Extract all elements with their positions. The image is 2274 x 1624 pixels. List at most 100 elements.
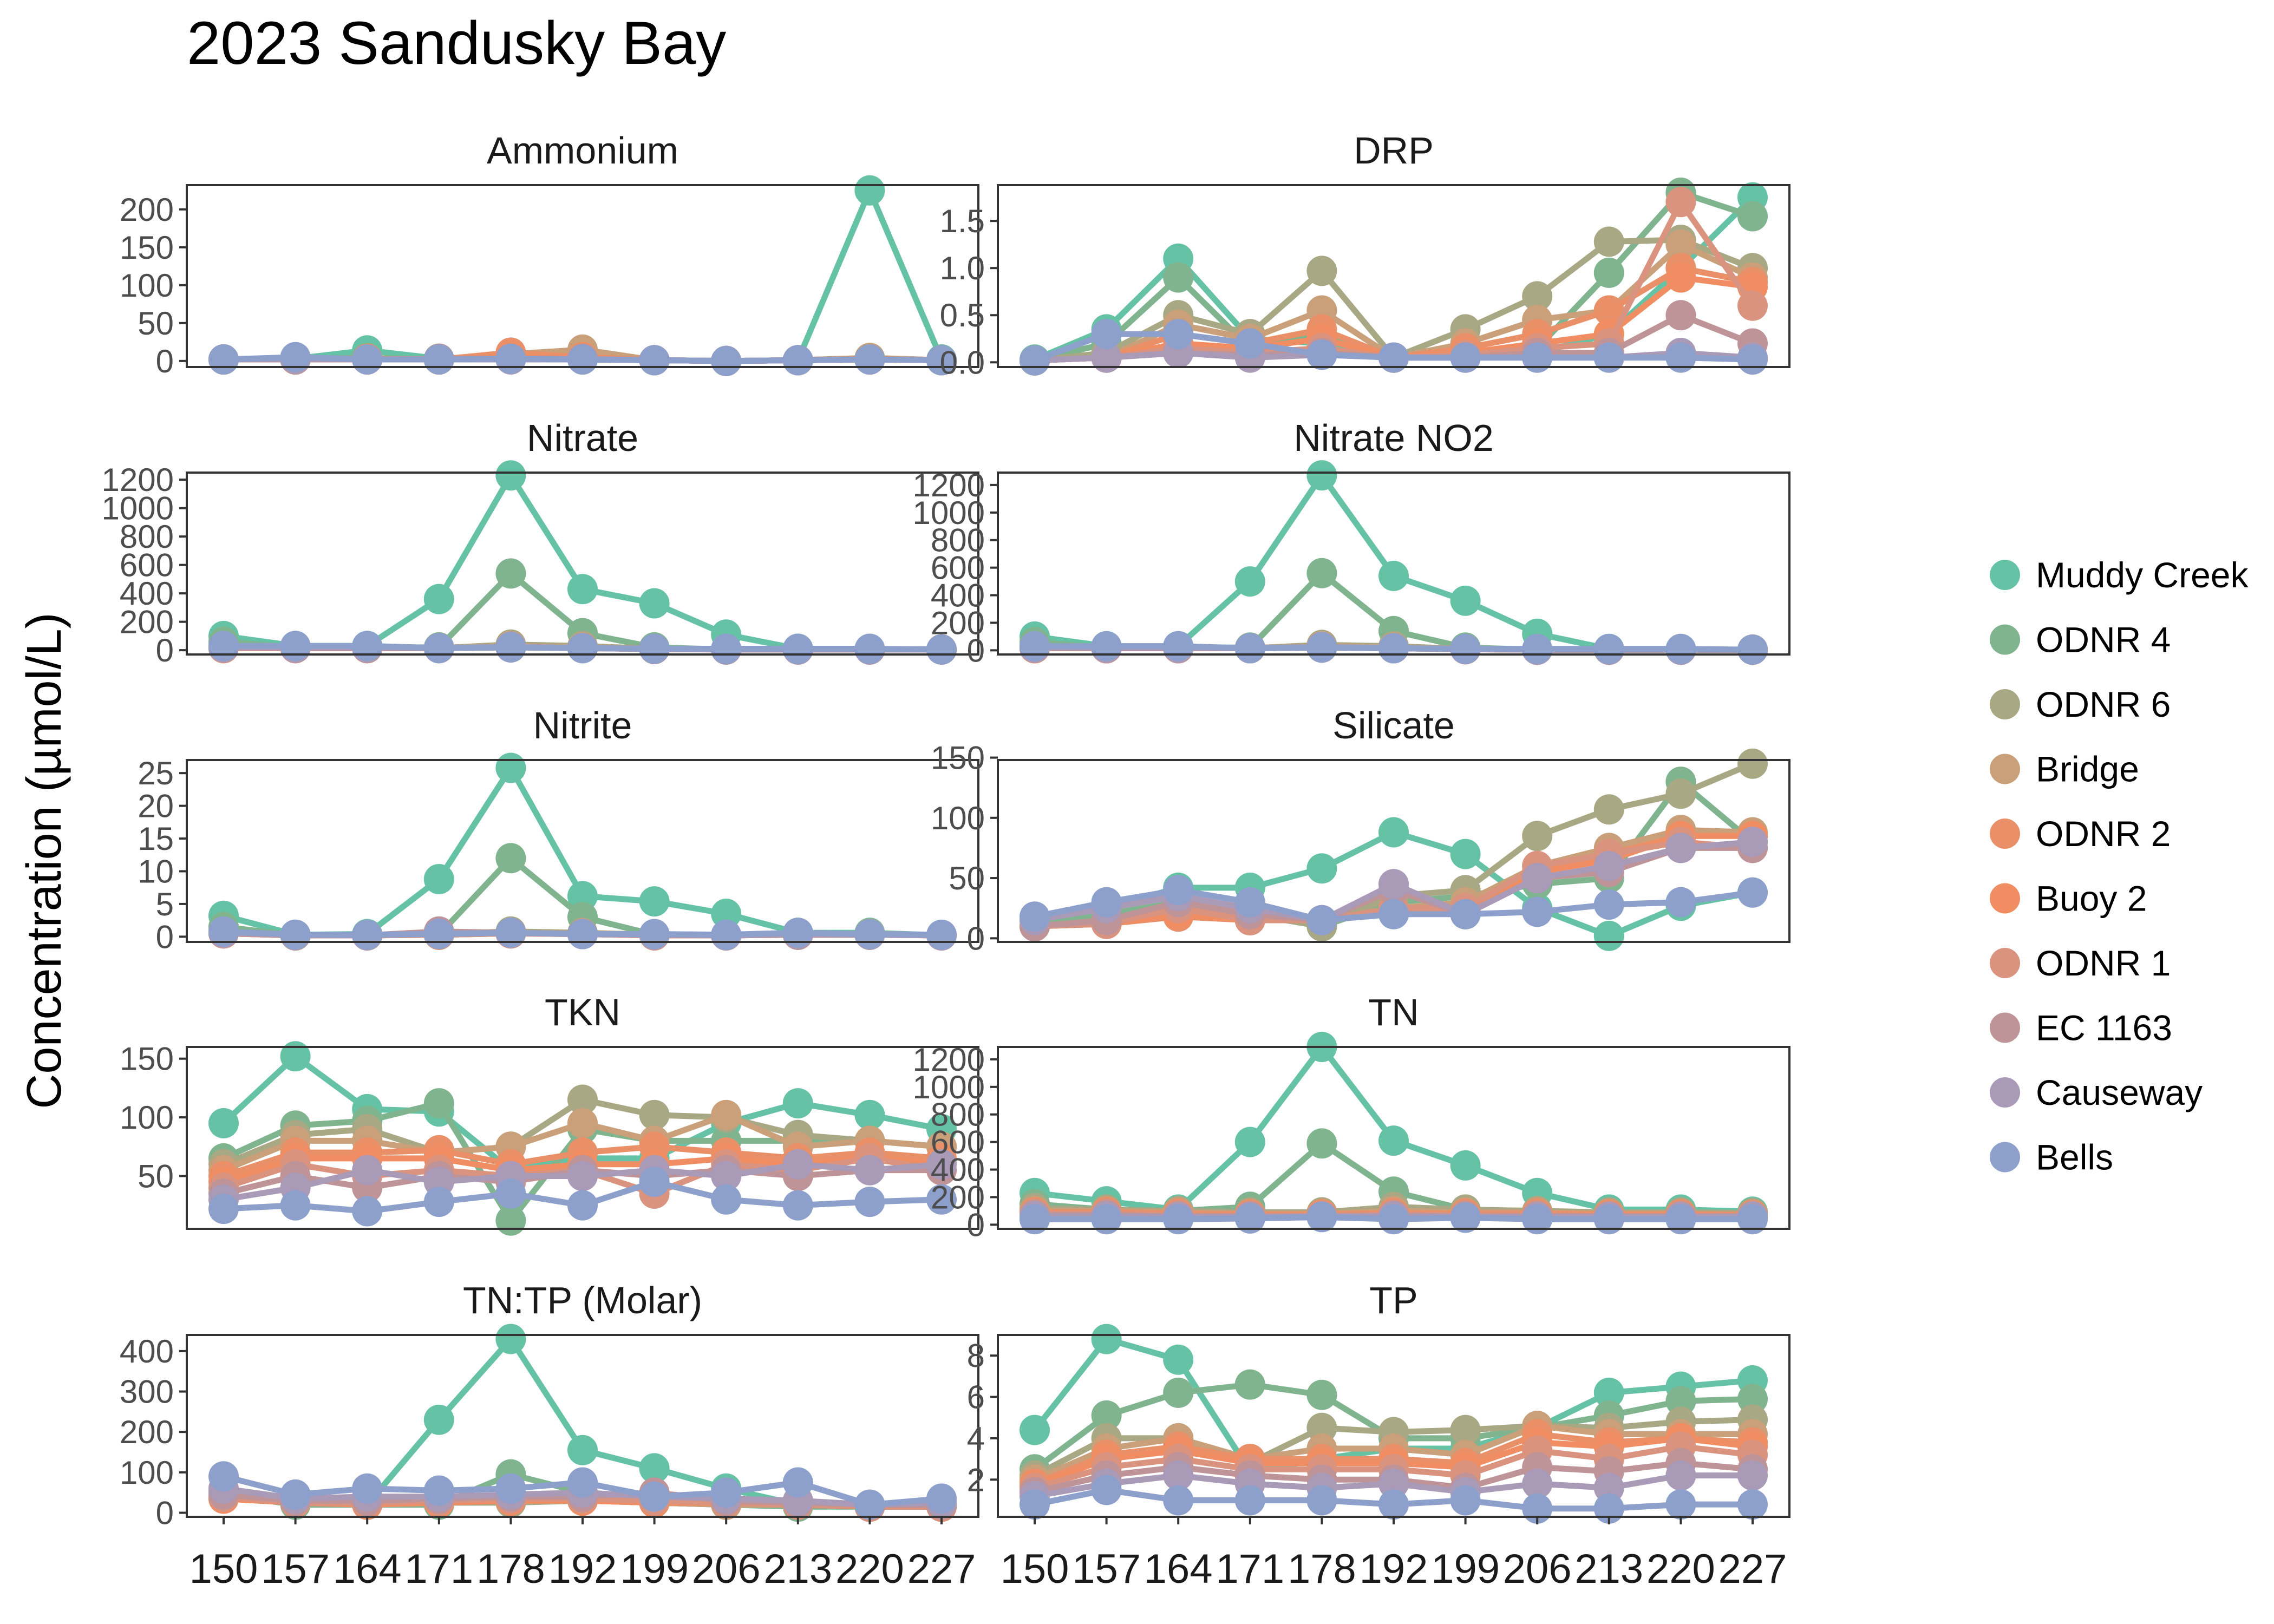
data-point <box>1522 1468 1553 1499</box>
data-point <box>1737 634 1768 665</box>
data-point <box>1163 1460 1194 1491</box>
data-point <box>1020 1489 1050 1520</box>
data-point <box>1091 1324 1122 1354</box>
data-point <box>1665 342 1696 373</box>
data-point <box>1450 1202 1481 1233</box>
data-point <box>352 1196 383 1227</box>
panel-border <box>186 759 979 943</box>
y-tick-label: 150 <box>931 740 985 776</box>
x-tick-label: 157 <box>1072 1546 1141 1592</box>
panel-silicate: Silicate 0 50 100 150 <box>931 704 1791 957</box>
y-tick-label: 1200 <box>913 1042 985 1078</box>
y-tick-label: 100 <box>120 1099 174 1136</box>
x-tick-label: 227 <box>1718 1546 1787 1592</box>
data-point <box>1091 1475 1122 1505</box>
series-bells <box>1020 1202 1768 1235</box>
panel-border <box>997 184 1791 368</box>
panel-tkn: TKN 50 100 150 <box>120 991 979 1236</box>
data-point <box>352 344 383 375</box>
y-tick-label: 100 <box>931 800 985 836</box>
legend-swatch <box>1990 818 2020 849</box>
data-point <box>1234 566 1265 597</box>
x-tick-label: 164 <box>1144 1546 1213 1592</box>
data-point <box>495 1324 526 1354</box>
data-point <box>567 633 598 664</box>
data-point <box>1020 631 1050 662</box>
legend-item-odnr-6: ODNR 6 <box>1990 684 2171 724</box>
y-tick-label: 0.0 <box>940 344 985 381</box>
data-point <box>495 1205 526 1236</box>
y-tick-label: 1000 <box>102 490 174 527</box>
data-point <box>208 1194 239 1224</box>
data-point <box>280 1479 311 1510</box>
series-bells <box>1020 631 1768 665</box>
data-point <box>854 1187 885 1217</box>
legend-item-buoy-2: Buoy 2 <box>1990 879 2147 919</box>
y-tick-label: 200 <box>120 192 174 228</box>
data-point <box>639 588 670 619</box>
data-point <box>1091 342 1122 373</box>
data-point <box>1665 229 1696 260</box>
data-point <box>1450 1415 1481 1445</box>
legend: Muddy Creek ODNR 4 ODNR 6 Bridge ODNR 2 Buoy … <box>1990 555 2249 1177</box>
data-point <box>782 1190 813 1221</box>
legend-item-odnr-2: ODNR 2 <box>1990 814 2171 854</box>
y-tick-label: 1200 <box>913 467 985 503</box>
data-point <box>423 344 454 375</box>
data-point <box>352 919 383 950</box>
data-point <box>1020 345 1050 376</box>
data-point <box>1163 319 1194 350</box>
y-tick-label: 20 <box>138 788 174 824</box>
data-point <box>1234 1485 1265 1516</box>
y-tick-label: 25 <box>138 755 174 791</box>
data-point <box>1593 226 1624 257</box>
data-point <box>926 1483 957 1514</box>
data-point <box>711 1161 742 1191</box>
data-point <box>495 558 526 589</box>
data-point <box>1234 887 1265 918</box>
y-tick-label: 1.0 <box>940 250 985 286</box>
data-point <box>1665 1460 1696 1491</box>
data-point <box>1234 1127 1265 1157</box>
data-point <box>1306 256 1337 286</box>
data-point <box>208 1108 239 1138</box>
data-point <box>280 1041 311 1072</box>
panel-title: Ammonium <box>487 129 678 172</box>
x-tick-label: 213 <box>1574 1546 1643 1592</box>
data-point <box>782 633 813 664</box>
data-point <box>782 918 813 948</box>
y-tick-label: 15 <box>138 821 174 857</box>
data-point <box>782 1467 813 1498</box>
data-point <box>423 633 454 664</box>
y-tick-label: 2 <box>967 1462 985 1498</box>
legend-item-causeway: Causeway <box>1990 1072 2203 1112</box>
series-bells <box>208 631 957 665</box>
y-tick-label: 100 <box>120 267 174 304</box>
data-point <box>1234 328 1265 359</box>
data-point <box>782 345 813 376</box>
data-point <box>280 919 311 950</box>
data-point <box>639 919 670 949</box>
data-point <box>1306 460 1337 491</box>
y-tick-label: 50 <box>138 1158 174 1194</box>
data-point <box>495 843 526 874</box>
panel-border <box>186 184 979 368</box>
legend-item-bridge: Bridge <box>1990 749 2139 789</box>
y-tick-label: 600 <box>931 1124 985 1161</box>
y-tick-label: 800 <box>931 522 985 559</box>
x-tick-label: 171 <box>1216 1546 1284 1592</box>
y-tick-label: 100 <box>120 1455 174 1491</box>
data-point <box>1737 877 1768 908</box>
panel-drp: DRP 0.0 0.5 1.0 1.5 <box>940 129 1791 381</box>
legend-label: ODNR 6 <box>2036 684 2171 724</box>
data-point <box>423 1187 454 1217</box>
y-tick-label: 400 <box>120 575 174 612</box>
data-point <box>1665 1489 1696 1520</box>
legend-swatch <box>1990 754 2020 784</box>
legend-swatch <box>1990 1077 2020 1108</box>
data-point <box>1306 1379 1337 1410</box>
y-tick-label: 400 <box>931 1152 985 1188</box>
x-tick-label: 213 <box>763 1546 832 1592</box>
